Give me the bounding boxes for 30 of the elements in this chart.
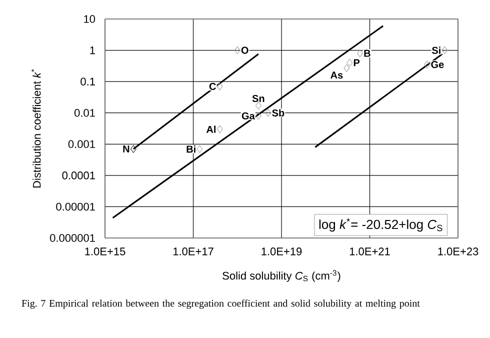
annotation: Ge (431, 61, 444, 68)
x-tick-label: 1.0E+21 (350, 248, 390, 256)
annotation: Bi (186, 145, 196, 153)
annotation: Sb (272, 109, 284, 117)
y-axis-title: Distribution coefficient k$^{*}$ (31, 69, 41, 188)
y-tick-label: 1 (90, 46, 95, 54)
x-axis-title: Solid solubility C$_{S}$ (cm$^{-3}$) (222, 270, 340, 282)
annotation: Si (432, 46, 440, 54)
x-tick-label: 1.0E+17 (173, 248, 214, 256)
annotation: P (354, 59, 360, 66)
annotation: Sn (252, 94, 264, 102)
annotation: B (364, 50, 370, 57)
annotation: As (330, 72, 343, 79)
annotation: log k$^{*}$= -20.52+log C$_{S}$ (319, 218, 442, 232)
caption: Fig. 7 Empirical relation between the segregation coefficient and solid solubility at melting point (22, 300, 420, 309)
y-tick-label: 0.1 (80, 78, 95, 86)
x-tick-label: 1.0E+19 (262, 248, 302, 256)
y-tick-label: 0.01 (74, 108, 95, 117)
y-tick-label: 0.00001 (56, 202, 95, 211)
x-tick-label: 1.0E+15 (85, 248, 126, 256)
y-tick-label: 0.001 (68, 140, 95, 148)
annotation: Ga (242, 112, 255, 120)
annotation: O (241, 46, 248, 54)
y-tick-label: 10 (84, 15, 96, 23)
annotation: Al (206, 126, 216, 133)
annotation: N (123, 146, 130, 152)
y-tick-label: 0.000001 (50, 234, 95, 242)
y-tick-label: 0.0001 (62, 172, 95, 180)
annotation: C (209, 82, 216, 90)
x-tick-label: 1.0E+23 (438, 248, 478, 256)
